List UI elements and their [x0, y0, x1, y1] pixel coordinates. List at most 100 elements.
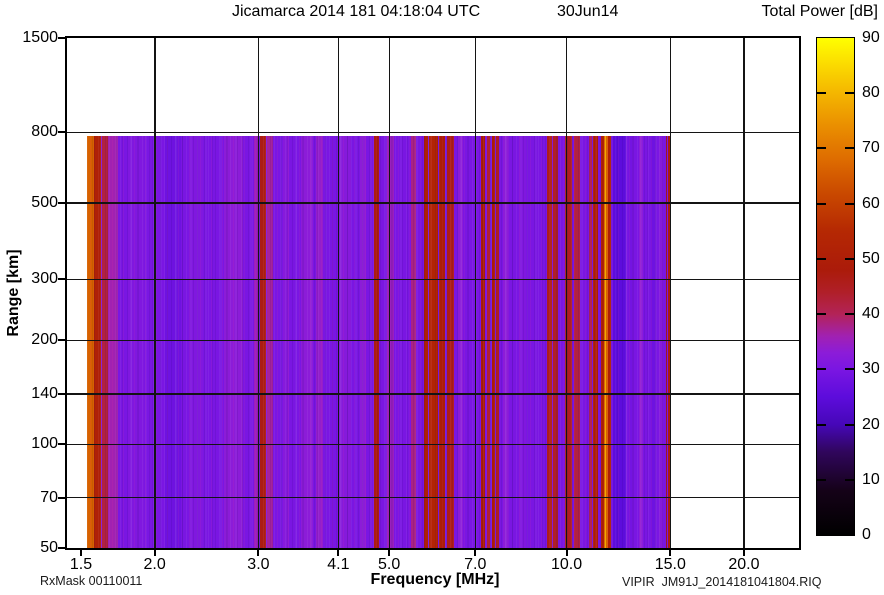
x-tick — [257, 550, 260, 556]
colorbar-tick — [845, 202, 854, 205]
colorbar-tick — [845, 368, 854, 371]
rfi-stripe — [316, 136, 323, 548]
rfi-stripe — [86, 136, 94, 548]
y-tick-label: 800 — [31, 123, 58, 141]
colorbar-tick — [845, 257, 854, 260]
gridline-horizontal — [67, 278, 799, 281]
rfi-stripe — [553, 136, 559, 548]
rfi-stripe — [603, 136, 609, 548]
y-tick-label: 200 — [31, 331, 58, 349]
gridline-horizontal — [67, 497, 799, 499]
y-tick — [58, 339, 65, 342]
rfi-stripe — [650, 136, 655, 548]
rfi-stripe — [411, 136, 417, 548]
figure-title-date: 30Jun14 — [557, 3, 619, 20]
y-tick-label: 50 — [40, 539, 58, 556]
y-tick — [58, 392, 65, 395]
x-tick-label: 5.0 — [378, 556, 401, 573]
rfi-stripe — [604, 136, 607, 548]
y-tick — [58, 201, 65, 204]
colorbar-tick — [817, 313, 826, 316]
colorbar-tick-label: 80 — [862, 84, 880, 102]
y-tick-label: 300 — [31, 270, 58, 288]
y-tick-label: 140 — [31, 384, 58, 402]
colorbar-tick — [845, 423, 854, 426]
rfi-stripe — [439, 136, 445, 548]
y-tick-label: 70 — [40, 488, 58, 506]
y-tick — [58, 37, 65, 39]
y-tick — [58, 547, 65, 549]
rfi-stripe — [600, 136, 604, 548]
gridline-vertical — [257, 38, 260, 548]
rfi-stripe — [190, 136, 204, 548]
rfi-stripe — [574, 136, 581, 548]
figure-title: Jicamarca 2014 181 04:18:04 UTC — [232, 3, 481, 20]
rfi-stripe — [491, 136, 495, 548]
y-tick-label: 1500 — [22, 29, 58, 46]
x-tick-label: 4.1 — [327, 556, 350, 573]
x-tick-label: 20.0 — [728, 556, 760, 573]
rfi-stripe — [588, 136, 593, 548]
rfi-stripe — [429, 136, 439, 548]
colorbar-tick — [817, 202, 826, 205]
colorbar-tick — [817, 478, 826, 481]
gridline-horizontal — [67, 131, 799, 134]
y-tick — [58, 443, 65, 446]
rfi-stripe — [374, 136, 380, 548]
rfi-stripe — [359, 136, 366, 548]
rfi-stripe — [423, 136, 429, 548]
gridline-horizontal — [67, 443, 799, 445]
gridline-horizontal — [67, 202, 799, 204]
rfi-stripe — [93, 136, 102, 548]
rfi-stripe — [668, 136, 671, 548]
file-id-label: VIPIR JM91J_2014181041804.RIQ — [622, 575, 822, 589]
colorbar-tick-label: 30 — [862, 360, 880, 378]
x-tick — [337, 550, 340, 556]
colorbar-tick — [845, 92, 854, 95]
colorbar-gradient — [816, 37, 855, 536]
x-tick-label: 1.5 — [69, 556, 93, 573]
gridline-vertical — [337, 38, 340, 548]
x-tick-label: 3.0 — [247, 556, 270, 573]
y-axis-label: Range [km] — [5, 249, 22, 337]
x-tick-label: 2.0 — [143, 556, 166, 573]
x-tick — [474, 550, 477, 556]
x-tick — [153, 550, 156, 556]
colorbar-tick-label: 70 — [862, 139, 880, 157]
x-tick — [742, 550, 745, 556]
rfi-stripe — [665, 136, 668, 548]
rfi-stripe — [127, 136, 145, 548]
rfi-stripe — [108, 136, 119, 548]
x-tick-label: 10.0 — [550, 556, 583, 573]
x-tick-label: 15.0 — [654, 556, 686, 573]
gridline-vertical — [474, 38, 477, 548]
colorbar-tick-label: 60 — [862, 194, 880, 212]
rfi-stripe — [301, 136, 314, 548]
colorbar-tick — [817, 257, 826, 260]
rfi-stripe — [260, 136, 266, 548]
colorbar-tick — [817, 92, 826, 95]
rfi-stripe — [458, 136, 463, 548]
colorbar-tick-label: 90 — [862, 29, 880, 46]
rfi-stripe — [658, 136, 662, 548]
gridline-vertical — [154, 38, 156, 548]
rfi-stripe — [627, 136, 633, 548]
plot-frame — [65, 36, 801, 550]
colorbar-tick — [845, 147, 854, 150]
rfi-stripe — [547, 136, 552, 548]
colorbar-tick-label: 40 — [862, 305, 880, 323]
x-tick — [80, 550, 83, 556]
x-tick — [669, 550, 672, 556]
rfi-stripe — [638, 136, 643, 548]
rfi-stripe — [254, 136, 260, 548]
gridline-vertical — [669, 38, 672, 548]
rfi-stripe — [487, 136, 490, 548]
colorbar-tick-label: 50 — [862, 249, 880, 267]
rfi-stripe — [223, 136, 243, 548]
rfi-stripe — [447, 136, 454, 548]
y-tick — [58, 496, 65, 499]
colorbar-tick-label: 0 — [862, 526, 871, 543]
gridline-vertical — [743, 38, 745, 548]
rfi-stripe — [502, 136, 509, 548]
